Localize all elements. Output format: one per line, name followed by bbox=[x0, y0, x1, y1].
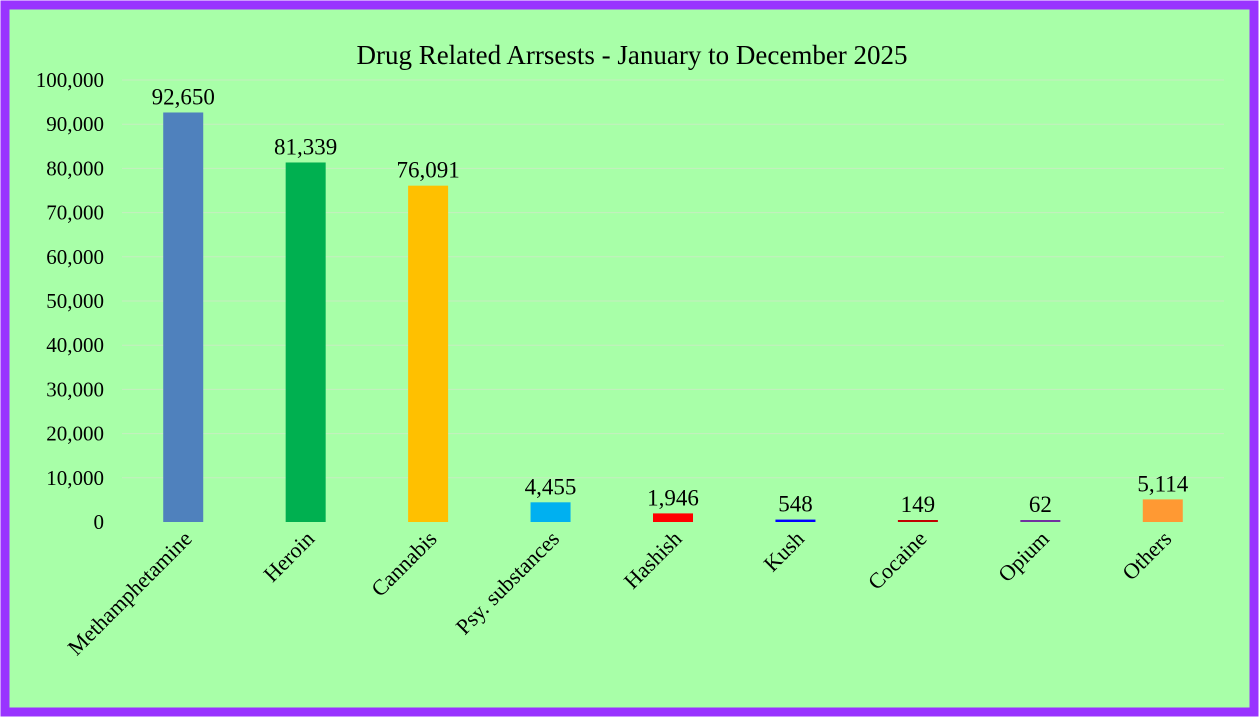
data-label: 149 bbox=[901, 492, 936, 517]
data-label: 4,455 bbox=[525, 474, 577, 499]
y-tick-label: 90,000 bbox=[46, 112, 104, 136]
bar-cocaine bbox=[897, 520, 938, 522]
y-tick-label: 60,000 bbox=[46, 245, 104, 269]
y-tick-label: 10,000 bbox=[46, 466, 104, 490]
y-tick-label: 70,000 bbox=[46, 201, 104, 225]
bar-opium bbox=[1020, 520, 1061, 522]
y-tick-label: 20,000 bbox=[46, 422, 104, 446]
data-labels: 92,650 81,339 76,091 4,455 1,946 548 149 62 5,11… bbox=[152, 84, 1189, 517]
bar-kush bbox=[775, 519, 816, 522]
data-label: 548 bbox=[778, 492, 813, 517]
chart-title: Drug Related Arrsests - January to Decem… bbox=[356, 40, 907, 70]
y-tick-label: 0 bbox=[94, 510, 105, 534]
y-tick-label: 100,000 bbox=[36, 68, 104, 92]
bar-cannabis bbox=[408, 185, 449, 522]
y-tick-label: 80,000 bbox=[46, 156, 104, 180]
bars bbox=[163, 112, 1183, 522]
bar-methamphetamine bbox=[163, 112, 204, 522]
data-label: 62 bbox=[1029, 492, 1052, 517]
data-label: 92,650 bbox=[152, 84, 215, 109]
data-label: 5,114 bbox=[1137, 471, 1188, 496]
data-label: 76,091 bbox=[396, 158, 459, 183]
data-label: 1,946 bbox=[647, 485, 699, 510]
bar-others bbox=[1142, 499, 1183, 522]
y-tick-label: 30,000 bbox=[46, 377, 104, 401]
y-axis-tick-labels: 0 10,000 20,000 30,000 40,000 50,000 60,000 70,… bbox=[36, 68, 104, 534]
bar-hashish bbox=[653, 513, 693, 522]
bar-psy-substances bbox=[530, 502, 571, 522]
data-label: 81,339 bbox=[274, 134, 337, 159]
bar-heroin bbox=[285, 162, 326, 522]
y-tick-label: 40,000 bbox=[46, 333, 104, 357]
y-tick-label: 50,000 bbox=[46, 289, 104, 313]
